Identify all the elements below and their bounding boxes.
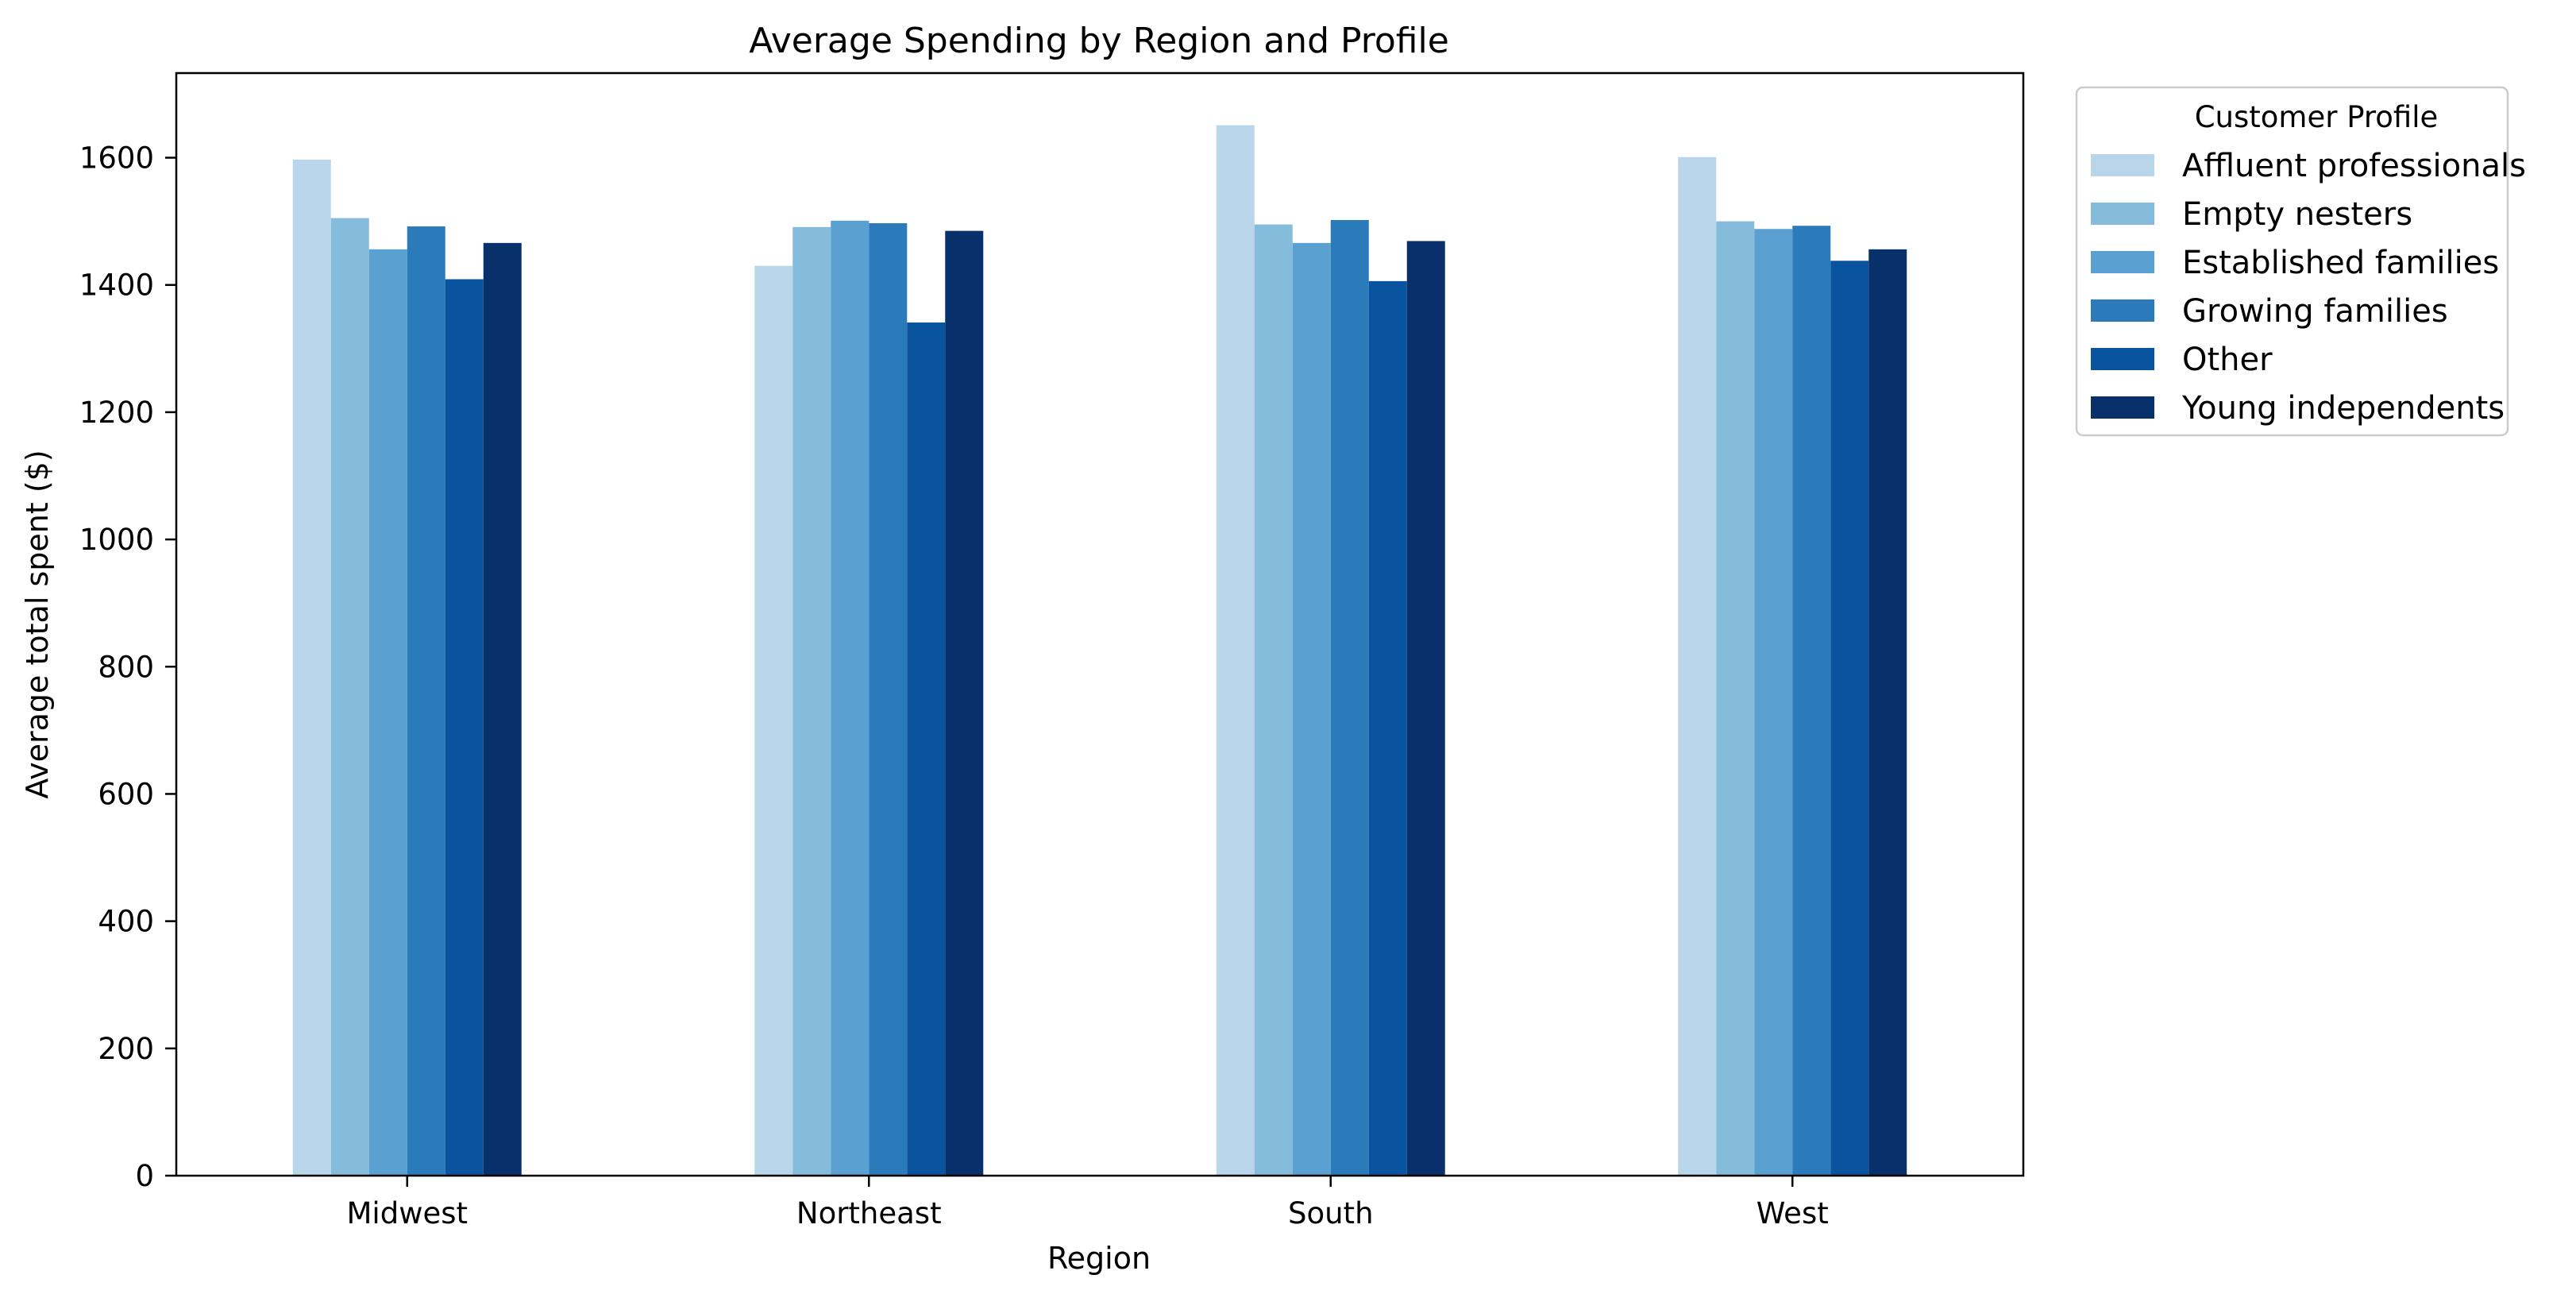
x-tick-label: Midwest: [347, 1196, 469, 1230]
x-tick-label: South: [1288, 1196, 1374, 1230]
bar: [1331, 220, 1369, 1176]
legend-swatch: [2091, 154, 2154, 176]
bar: [1369, 281, 1407, 1176]
bar: [293, 160, 331, 1176]
legend-title: Customer Profile: [2195, 100, 2439, 134]
legend-swatch: [2091, 396, 2154, 419]
bar: [1678, 157, 1716, 1176]
bar: [754, 266, 792, 1176]
bar: [1255, 225, 1293, 1176]
x-tick-label: Northeast: [796, 1196, 942, 1230]
y-tick-label: 1200: [79, 396, 154, 430]
y-tick-label: 1000: [79, 523, 154, 557]
bar: [945, 231, 983, 1176]
x-axis-label: Region: [1047, 1241, 1151, 1276]
legend-swatch: [2091, 348, 2154, 370]
y-axis-ticks: 0 200 400 600 800 1000 1200 1400 1600: [79, 141, 176, 1193]
bar: [1217, 126, 1255, 1176]
y-axis-label: Average total spent ($): [20, 450, 55, 798]
y-tick-label: 0: [135, 1159, 154, 1193]
legend-label: Affluent professionals: [2182, 148, 2526, 184]
bar: [869, 223, 907, 1176]
y-tick-label: 600: [98, 777, 154, 811]
bar: [907, 323, 945, 1176]
legend: Customer Profile Affluent professionals E…: [2077, 87, 2526, 435]
legend-swatch: [2091, 299, 2154, 322]
chart-title: Average Spending by Region and Profile: [749, 21, 1449, 61]
bar: [331, 218, 369, 1176]
y-tick-label: 1600: [79, 141, 154, 176]
bar: [1830, 261, 1868, 1176]
bar: [792, 227, 831, 1176]
bars-layer: [293, 126, 1907, 1176]
legend-swatch: [2091, 251, 2154, 273]
bar: [1407, 241, 1445, 1176]
bar: [831, 221, 869, 1176]
legend-swatch: [2091, 203, 2154, 225]
bar: [1293, 243, 1331, 1176]
bar: [369, 249, 407, 1176]
legend-label: Empty nesters: [2182, 196, 2412, 233]
y-tick-label: 200: [98, 1032, 154, 1066]
bar: [407, 226, 445, 1176]
legend-label: Growing families: [2182, 293, 2448, 330]
bar: [1792, 226, 1830, 1176]
bar: [484, 243, 522, 1176]
legend-label: Young independents: [2181, 390, 2505, 427]
x-axis-ticks: Midwest Northeast South West: [347, 1176, 1829, 1230]
y-tick-label: 400: [98, 905, 154, 939]
bar: [1754, 229, 1792, 1176]
y-tick-label: 1400: [79, 268, 154, 303]
x-tick-label: West: [1757, 1196, 1829, 1230]
bar: [1716, 222, 1754, 1176]
legend-label: Established families: [2182, 245, 2499, 281]
y-tick-label: 800: [98, 650, 154, 684]
bar: [445, 279, 484, 1176]
bar: [1868, 249, 1907, 1176]
legend-label: Other: [2182, 342, 2273, 378]
